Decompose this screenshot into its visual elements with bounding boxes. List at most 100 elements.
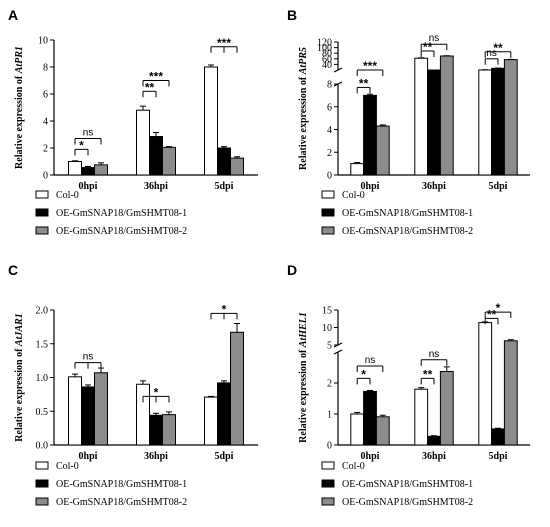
legend-swatch — [35, 226, 49, 235]
bar — [491, 67, 505, 176]
x-tick-label: 0hpi — [79, 451, 98, 462]
y-tick-label: 1 — [327, 410, 332, 421]
y-tick-label: 100 — [317, 43, 332, 54]
y-tick-label: 6 — [327, 102, 332, 113]
y-tick-label: 1.0 — [36, 373, 49, 384]
y-tick-label: 4 — [43, 117, 48, 128]
significance-label: ** — [359, 76, 369, 90]
y-axis-label: Relative expression of AtJAR1 — [14, 313, 25, 441]
bar — [94, 164, 108, 176]
y-axis-label: Relative expression of AtPR1 — [14, 46, 25, 169]
y-tick-label: 1.5 — [36, 339, 49, 350]
panel-C: C 0.0 0.5 1.0 1.5 2.0 Relative expression of A… — [8, 262, 258, 508]
legend-swatch — [35, 497, 49, 506]
legend-label: OE-GmSNAP18/GmSHMT08-2 — [342, 497, 473, 508]
x-tick-label: 5dpi — [489, 181, 508, 192]
significance-label: *** — [363, 59, 377, 73]
significance-label: ** — [487, 307, 497, 321]
panel-A: A 0 2 4 6 8 10 Relative expression of AtPR1 0hpi… — [8, 7, 258, 237]
bar — [162, 146, 176, 176]
y-tick-label: 5 — [327, 341, 332, 352]
y-tick-label: 6 — [43, 90, 48, 101]
x-tick-label: 5dpi — [489, 451, 508, 462]
bar — [230, 331, 244, 446]
bar — [217, 382, 231, 446]
bar — [439, 371, 454, 446]
bar — [427, 69, 441, 176]
y-tick-label: 15 — [322, 306, 332, 317]
legend-label: OE-GmSNAP18/GmSHMT08-2 — [56, 226, 187, 237]
bar — [149, 136, 163, 176]
legend-swatch — [35, 461, 49, 470]
bar — [414, 57, 429, 176]
legend-label: Col-0 — [56, 461, 79, 472]
y-tick-label: 2.0 — [36, 306, 49, 317]
x-tick-label: 36hpi — [144, 181, 168, 192]
bar — [230, 157, 244, 176]
panel-letter: B — [287, 7, 297, 23]
legend-swatch — [321, 190, 335, 199]
y-tick-label: 0 — [327, 171, 332, 182]
significance-label: * — [154, 385, 159, 399]
legend-swatch — [321, 461, 335, 470]
significance-label: * — [222, 302, 227, 316]
legend-label: OE-GmSNAP18/GmSHMT08-2 — [56, 497, 187, 508]
bar — [478, 322, 493, 446]
bar — [68, 161, 82, 176]
y-tick-label: 0 — [327, 441, 332, 452]
legend-label: Col-0 — [342, 461, 365, 472]
y-tick-label: 2 — [43, 144, 48, 155]
legend-label: OE-GmSNAP18/GmSHMT08-1 — [56, 208, 187, 219]
axis-break-mark — [333, 349, 343, 355]
bar — [363, 94, 377, 176]
x-tick-label: 36hpi — [422, 451, 446, 462]
legend-label: OE-GmSNAP18/GmSHMT08-2 — [342, 226, 473, 237]
bar — [350, 163, 365, 176]
y-tick-label: 120 — [317, 38, 332, 49]
y-tick-label: 40 — [322, 60, 332, 71]
legend-swatch — [35, 479, 49, 488]
legend-label: OE-GmSNAP18/GmSHMT08-1 — [342, 479, 473, 490]
bar — [68, 376, 82, 446]
bar — [503, 59, 518, 176]
significance-label: * — [79, 138, 84, 152]
significance-label: *** — [217, 36, 231, 50]
bar — [375, 416, 390, 446]
legend-label: Col-0 — [56, 190, 79, 201]
significance-label: ns — [83, 352, 94, 363]
bar — [81, 386, 95, 446]
y-tick-label: 0 — [43, 171, 48, 182]
legend-label: OE-GmSNAP18/GmSHMT08-1 — [56, 479, 187, 490]
legend-swatch — [321, 208, 335, 217]
bar — [149, 414, 163, 446]
x-tick-label: 36hpi — [144, 451, 168, 462]
significance-label: ns — [83, 128, 94, 139]
y-tick-label: 60 — [322, 54, 332, 65]
x-tick-label: 0hpi — [361, 181, 380, 192]
y-tick-label: 0.0 — [36, 441, 49, 452]
x-tick-label: 0hpi — [79, 181, 98, 192]
bar — [439, 55, 454, 176]
bar — [363, 390, 377, 446]
bar — [136, 383, 150, 446]
significance-label: *** — [149, 70, 163, 84]
x-tick-label: 5dpi — [215, 451, 234, 462]
significance-label: ** — [145, 80, 155, 94]
legend-label: Col-0 — [342, 190, 365, 201]
bar — [414, 388, 429, 446]
legend-swatch — [321, 497, 335, 506]
panel-letter: A — [8, 7, 18, 23]
x-tick-label: 36hpi — [422, 181, 446, 192]
y-tick-label: 10 — [322, 323, 332, 334]
significance-label: ns — [365, 355, 376, 366]
bar — [375, 125, 390, 176]
bar — [503, 340, 518, 446]
legend-swatch — [321, 479, 335, 488]
y-tick-label: 4 — [327, 125, 332, 136]
significance-label: * — [496, 301, 501, 315]
x-tick-label: 0hpi — [361, 451, 380, 462]
bar — [136, 109, 150, 176]
y-tick-label: 2 — [327, 379, 332, 390]
significance-label: ** — [423, 367, 433, 381]
